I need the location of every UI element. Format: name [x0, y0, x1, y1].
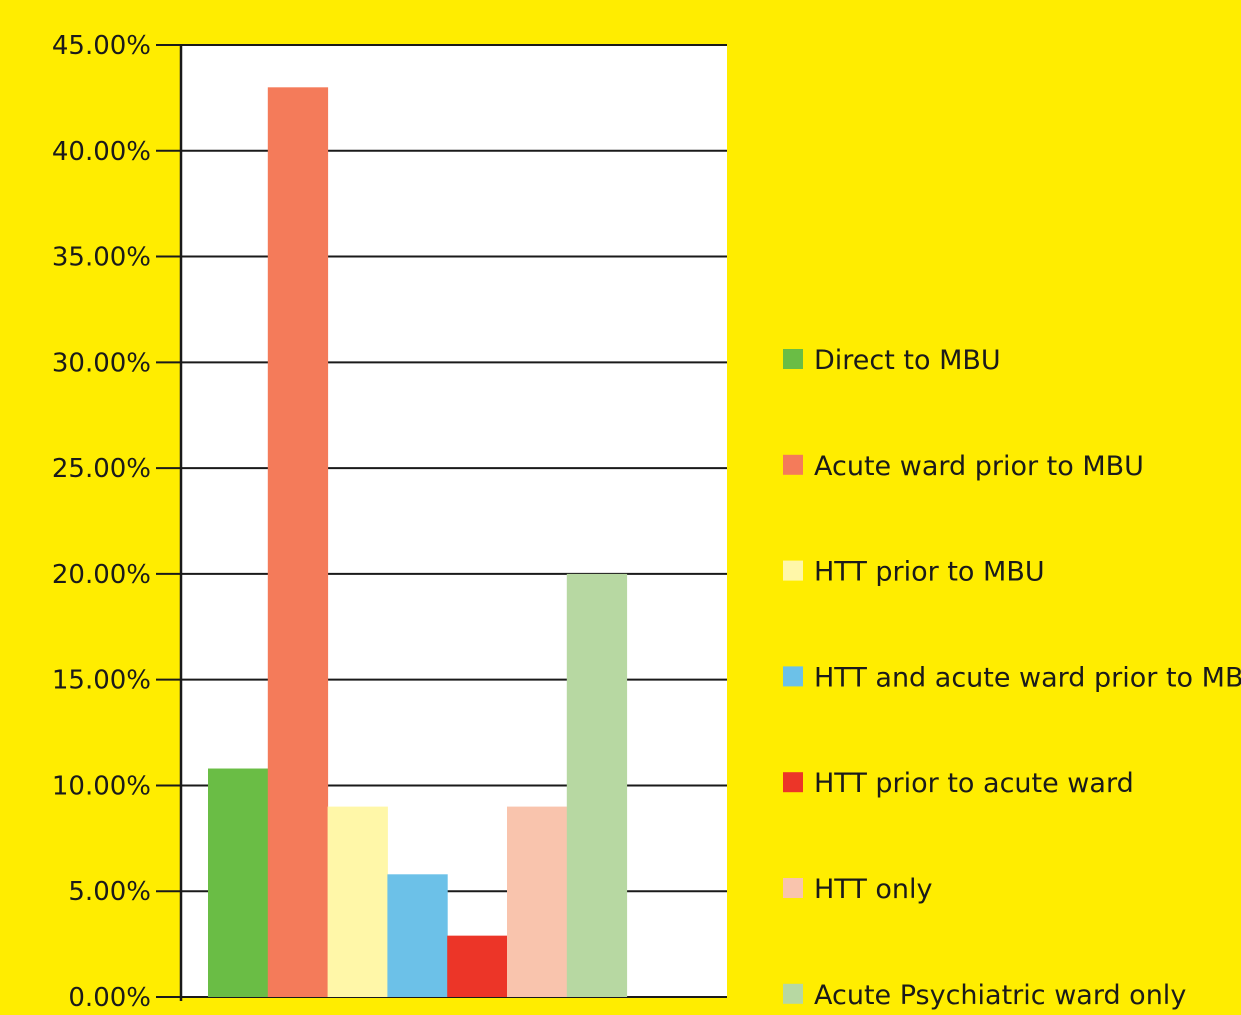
legend-item: HTT prior to MBU	[783, 557, 1045, 588]
y-tick-label: 20.00%	[52, 560, 151, 590]
y-tick-label: 15.00%	[52, 666, 151, 696]
axes: 0.00% 5.00% 10.00% 15.00% 20.00% 25.00% 30.00%…	[52, 31, 183, 1013]
legend-label: Acute ward prior to MBU	[814, 451, 1144, 482]
bar	[507, 806, 568, 997]
legend-label: Acute Psychiatric ward only	[814, 980, 1186, 1011]
bars	[208, 87, 628, 998]
legend-label: Direct to MBU	[814, 345, 1001, 376]
legend-label: HTT and acute ward prior to MBU	[814, 662, 1241, 693]
y-tick-label: 30.00%	[52, 348, 151, 378]
bar	[387, 874, 448, 997]
bar	[447, 935, 508, 997]
legend-swatch	[783, 454, 803, 475]
legend: Direct to MBU Acute ward prior to MBU HTT …	[783, 345, 1241, 1011]
legend-item: Acute Psychiatric ward only	[783, 980, 1186, 1011]
legend-item: Acute ward prior to MBU	[783, 451, 1144, 482]
legend-label: HTT prior to MBU	[814, 557, 1045, 588]
legend-label: HTT only	[814, 874, 933, 905]
legend-item: HTT prior to acute ward	[783, 768, 1134, 799]
bar	[566, 573, 628, 997]
legend-item: Direct to MBU	[783, 345, 1001, 376]
y-tick-label: 40.00%	[52, 137, 151, 167]
legend-swatch	[783, 772, 803, 793]
bar	[208, 768, 269, 997]
y-tick-label: 10.00%	[52, 771, 151, 801]
y-tick-label: 0.00%	[68, 983, 151, 1011]
legend-swatch	[783, 349, 803, 369]
y-tick-label: 5.00%	[68, 877, 151, 907]
y-tick-label: 25.00%	[52, 454, 151, 484]
legend-label: HTT prior to acute ward	[814, 768, 1134, 799]
bar	[327, 806, 388, 997]
legend-item: HTT only	[783, 874, 933, 905]
legend-swatch	[783, 560, 803, 581]
legend-swatch	[783, 878, 803, 898]
bar	[267, 87, 329, 998]
legend-swatch	[783, 666, 803, 687]
y-tick-label: 35.00%	[52, 243, 151, 273]
y-tick-label: 45.00%	[52, 31, 151, 61]
legend-swatch	[783, 983, 803, 1004]
legend-item: HTT and acute ward prior to MBU	[783, 662, 1241, 693]
